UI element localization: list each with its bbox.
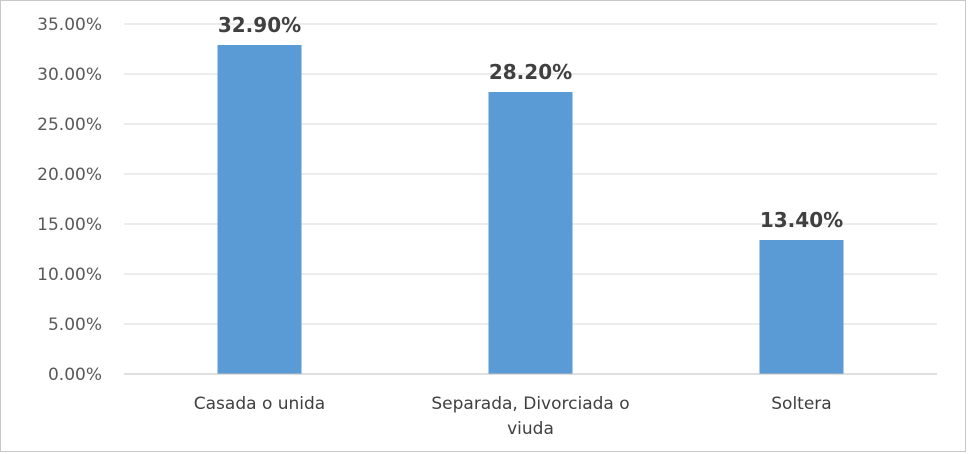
- category-label: viuda: [507, 419, 554, 439]
- bar: [217, 45, 302, 374]
- y-tick-label: 5.00%: [48, 315, 102, 335]
- category-label: Separada, Divorciada o: [431, 394, 629, 414]
- bar: [759, 240, 844, 374]
- data-label: 32.90%: [218, 13, 301, 37]
- data-label: 28.20%: [489, 60, 572, 84]
- y-tick-label: 35.00%: [37, 15, 102, 35]
- y-tick-label: 10.00%: [37, 265, 102, 285]
- data-label: 13.40%: [760, 208, 843, 232]
- y-tick-label: 25.00%: [37, 115, 102, 135]
- x-axis-category-labels: Casada o unida Separada, Divorciada o viud…: [194, 394, 832, 439]
- bars: [217, 45, 844, 374]
- y-tick-label: 30.00%: [37, 65, 102, 85]
- y-tick-label: 15.00%: [37, 215, 102, 235]
- y-tick-label: 20.00%: [37, 165, 102, 185]
- bar: [488, 92, 573, 374]
- category-label: Soltera: [771, 394, 831, 414]
- y-tick-label: 0.00%: [48, 365, 102, 385]
- y-axis-tick-labels: 0.00% 5.00% 10.00% 15.00% 20.00% 25.00% 30.00%…: [37, 15, 102, 385]
- category-label: Casada o unida: [194, 394, 325, 414]
- data-labels: 32.90% 28.20% 13.40%: [218, 13, 843, 232]
